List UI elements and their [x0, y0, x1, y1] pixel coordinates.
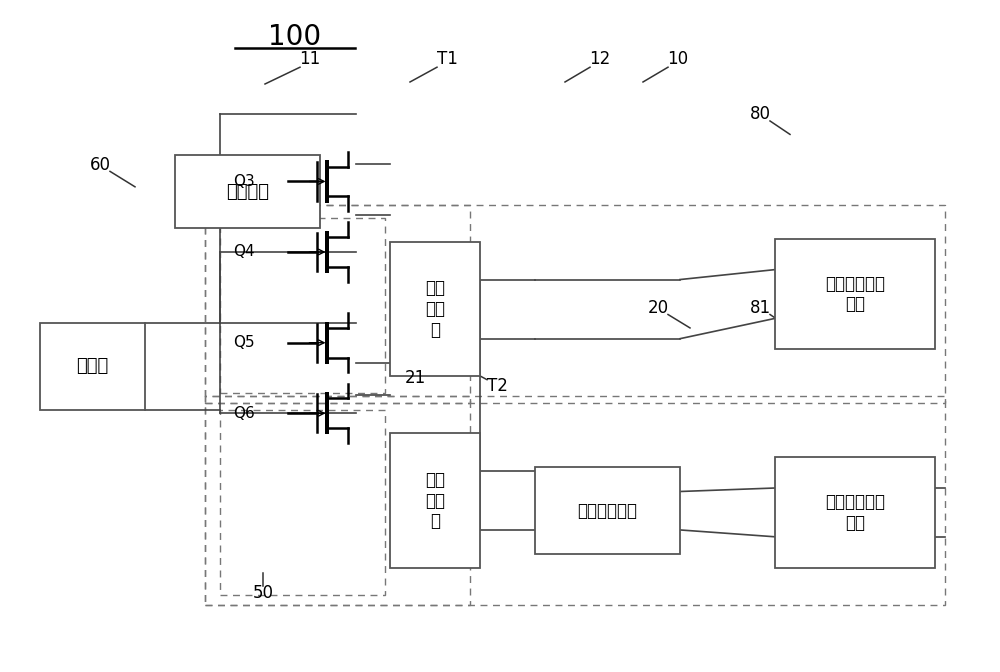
Text: 60: 60	[90, 156, 110, 173]
Text: 第二
变压
器: 第二 变压 器	[425, 280, 445, 339]
Bar	[175, 155, 320, 228]
Text: Q3: Q3	[233, 174, 255, 189]
Bar	[205, 205, 470, 403]
Bar	[220, 410, 385, 595]
Text: 10: 10	[667, 50, 689, 68]
Text: 100: 100	[268, 23, 322, 51]
Text: 80: 80	[750, 106, 770, 123]
Bar	[535, 467, 680, 554]
Text: 11: 11	[299, 50, 321, 68]
Bar	[390, 433, 480, 568]
Text: 电单元: 电单元	[76, 358, 109, 375]
Text: 第二转换单元: 第二转换单元	[578, 502, 638, 519]
Bar	[205, 205, 945, 403]
Bar	[775, 457, 935, 568]
Bar	[775, 239, 935, 349]
Bar	[220, 218, 385, 393]
Bar	[205, 396, 470, 605]
Text: T1: T1	[437, 50, 457, 68]
Text: 第一
变压
器: 第一 变压 器	[425, 471, 445, 530]
Text: 第二整流电路
模块: 第二整流电路 模块	[825, 275, 885, 313]
Text: 81: 81	[749, 299, 771, 317]
Text: 第一整流电路
模块: 第一整流电路 模块	[825, 493, 885, 532]
Text: Q5: Q5	[233, 335, 255, 350]
Text: 控制模块: 控制模块	[226, 183, 269, 200]
Text: Q6: Q6	[233, 406, 255, 421]
Bar	[205, 396, 945, 605]
Bar	[390, 242, 480, 376]
Text: 20: 20	[647, 299, 669, 317]
Text: 21: 21	[404, 370, 426, 387]
Text: 50: 50	[252, 584, 274, 601]
Bar	[40, 323, 145, 410]
Text: T2: T2	[487, 378, 507, 395]
Text: 12: 12	[589, 50, 611, 68]
Text: Q4: Q4	[233, 245, 255, 259]
